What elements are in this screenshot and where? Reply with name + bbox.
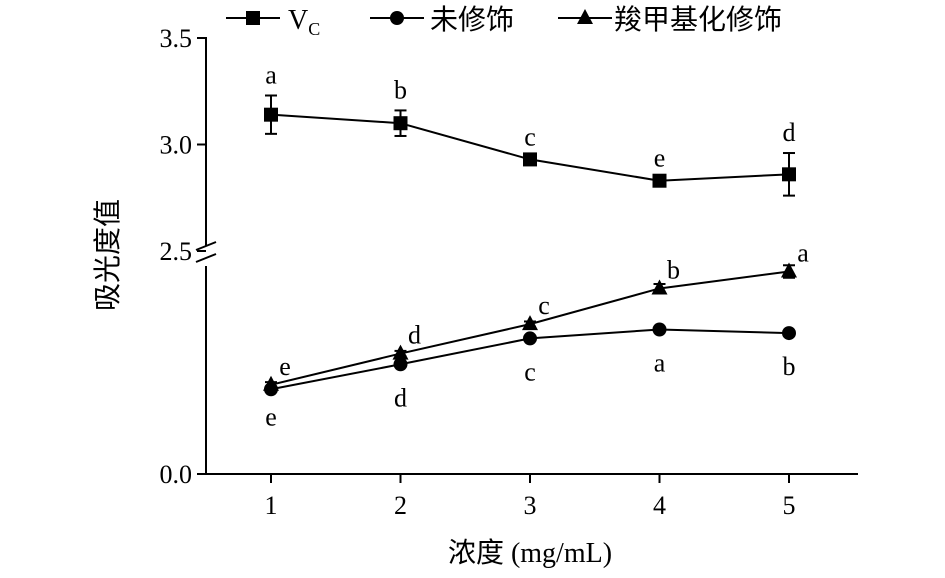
axis-break-mark <box>195 253 217 263</box>
legend-label: VC <box>288 5 320 39</box>
data-point <box>652 173 667 188</box>
legend: VC 未修饰 羧甲基化修饰 <box>226 4 782 39</box>
significance-label: c <box>524 122 536 151</box>
significance-label: e <box>265 402 277 431</box>
data-point <box>393 357 408 372</box>
significance-label: a <box>265 61 277 90</box>
data-point <box>393 116 408 131</box>
data-point <box>782 326 796 341</box>
significance-label: d <box>394 383 407 412</box>
data-point <box>263 375 279 391</box>
significance-label: e <box>654 144 666 173</box>
data-point <box>651 279 668 295</box>
y-tick-label: 2.5 <box>160 237 193 266</box>
data-point <box>652 322 667 337</box>
legend-label: 未修饰 <box>430 4 514 36</box>
data-point <box>781 262 797 278</box>
series-layer <box>263 94 797 397</box>
axis-break-mark <box>195 241 217 251</box>
x-tick-label: 4 <box>653 491 666 520</box>
data-point <box>522 315 538 331</box>
legend-item-2: 羧甲基化修饰 <box>558 4 782 36</box>
x-tick-label: 1 <box>265 491 278 520</box>
x-tick-label: 2 <box>394 491 407 520</box>
x-tick-label: 5 <box>783 491 796 520</box>
series-0 <box>264 94 796 197</box>
legend-marker <box>246 11 260 25</box>
legend-item-0: VC <box>226 5 320 39</box>
axes: 0.0 2.5 3.0 3.5 1 2 3 4 5 <box>160 24 858 520</box>
significance-label: a <box>654 348 666 377</box>
series-2 <box>263 262 797 391</box>
significance-label: d <box>783 118 796 147</box>
significance-label: b <box>667 255 680 284</box>
significance-label: c <box>524 357 536 386</box>
y-tick-label: 0.0 <box>160 460 193 489</box>
significance-label: d <box>408 321 421 350</box>
significance-label: a <box>797 239 809 268</box>
legend-marker <box>390 11 404 25</box>
significance-label: b <box>394 75 407 104</box>
significance-label: e <box>279 352 291 381</box>
legend-label-subscript: C <box>308 19 320 39</box>
data-point <box>392 344 409 360</box>
significance-label: b <box>783 352 796 381</box>
y-tick-label: 3.0 <box>160 131 193 160</box>
y-axis-title: 吸光度值 <box>92 199 124 311</box>
significance-labels: a b c e d e d c a b e d c b a <box>265 61 809 432</box>
y-tick-label: 3.5 <box>160 24 193 53</box>
legend-label: 羧甲基化修饰 <box>614 4 782 36</box>
x-tick-label: 3 <box>524 491 537 520</box>
data-point <box>264 107 278 122</box>
x-axis-title: 浓度 (mg/mL) <box>448 537 612 569</box>
legend-item-1: 未修饰 <box>370 4 514 36</box>
data-point <box>523 152 537 167</box>
data-point <box>523 331 537 346</box>
significance-label: c <box>538 291 550 320</box>
legend-marker <box>577 9 593 24</box>
data-point <box>782 167 796 182</box>
